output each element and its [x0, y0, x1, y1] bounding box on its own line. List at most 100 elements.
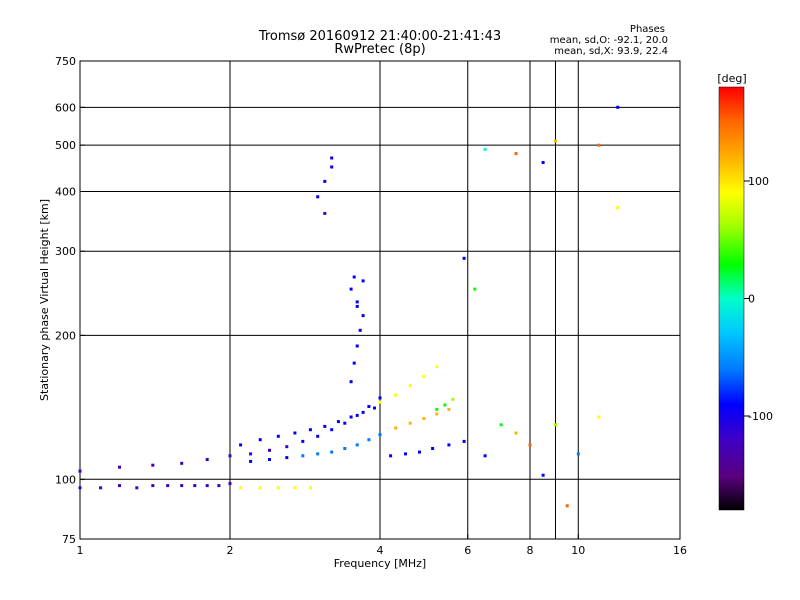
data-point [180, 461, 184, 465]
data-point [301, 454, 305, 458]
data-point [378, 396, 382, 400]
data-point [285, 445, 289, 449]
data-point [323, 424, 327, 428]
data-point [408, 384, 412, 388]
data-point [293, 486, 297, 490]
data-point [541, 473, 545, 477]
data-point [330, 428, 334, 432]
data-point [451, 397, 455, 401]
data-point [514, 152, 518, 156]
y-tick-label: 400 [55, 185, 76, 198]
data-point [330, 450, 334, 454]
y-axis-title: Stationary phase Virtual Height [km] [38, 199, 51, 401]
data-point [349, 380, 353, 384]
data-point [597, 415, 601, 419]
phase-stats-o: mean, sd,O: -92.1, 20.0 [550, 35, 668, 46]
data-point [268, 458, 271, 461]
data-point [205, 458, 209, 461]
grid-lines [80, 61, 680, 539]
data-point [268, 448, 271, 452]
data-point [361, 410, 365, 414]
data-point [435, 407, 439, 411]
x-tick-label: 8 [527, 544, 534, 557]
data-point [352, 361, 356, 365]
data-point [597, 143, 601, 147]
data-point [435, 365, 439, 369]
colorbar-tick-label: -100 [748, 410, 773, 423]
data-point [422, 417, 426, 420]
y-tick-label: 500 [55, 139, 76, 152]
data-point [616, 105, 620, 109]
data-point [447, 443, 451, 447]
data-point [228, 454, 232, 458]
data-point [228, 482, 232, 485]
data-point [330, 165, 334, 169]
colorbar: [deg] 100 0 -100 [717, 72, 773, 511]
data-point [193, 484, 197, 488]
data-point [343, 447, 347, 450]
data-point [323, 179, 327, 183]
colorbar-tick-label: 100 [748, 175, 769, 188]
data-point [293, 431, 297, 435]
data-point [205, 484, 209, 488]
x-tick-label: 1 [77, 544, 84, 557]
data-point [217, 484, 221, 488]
data-point [514, 431, 518, 435]
data-point [355, 443, 359, 447]
chart-title: Tromsø 20160912 21:40:00-21:41:43 [258, 29, 501, 44]
x-tick-label: 6 [464, 544, 471, 557]
data-point [352, 275, 356, 279]
data-point [308, 486, 312, 490]
data-point [249, 452, 253, 456]
data-point [349, 287, 353, 291]
data-point [166, 484, 170, 488]
colorbar-ticks: 100 0 -100 [744, 175, 773, 423]
data-point [431, 447, 435, 450]
data-point [361, 314, 365, 318]
data-point [336, 420, 340, 424]
data-point [408, 421, 412, 425]
data-point [462, 439, 466, 443]
y-tick-label: 100 [55, 473, 76, 486]
data-point [378, 400, 382, 404]
data-point [308, 428, 312, 432]
x-tick-label: 4 [377, 544, 384, 557]
data-point [258, 438, 262, 442]
data-point [373, 406, 376, 410]
x-axis-ticks: 1 2 4 6 8 10 16 [77, 534, 687, 557]
data-point [483, 454, 487, 458]
data-point [422, 375, 426, 379]
y-tick-label: 600 [55, 101, 76, 114]
x-axis-title: Frequency [MHz] [334, 557, 426, 570]
data-point [361, 279, 365, 283]
data-point [239, 486, 243, 490]
y-tick-label: 200 [55, 329, 76, 342]
y-tick-label: 75 [62, 533, 76, 546]
data-point [258, 486, 262, 490]
data-point [135, 486, 139, 490]
data-point [249, 459, 253, 463]
data-point [378, 433, 382, 437]
data-point [462, 256, 466, 260]
data-point [355, 344, 359, 348]
data-point [349, 415, 353, 419]
colorbar-strip [718, 86, 745, 511]
data-point [301, 439, 305, 443]
data-point [276, 434, 280, 438]
data-point [443, 403, 447, 407]
x-tick-label: 10 [571, 544, 585, 557]
x-tick-label: 16 [673, 544, 687, 557]
y-axis-ticks: 75 100 200 300 400 500 600 750 [55, 55, 85, 546]
data-point [616, 206, 620, 210]
data-point [316, 452, 320, 456]
data-point [499, 423, 503, 427]
data-point [151, 484, 155, 488]
data-point [404, 452, 407, 456]
data-point [576, 452, 580, 456]
data-point [78, 486, 82, 490]
data-point [554, 139, 557, 143]
data-point [118, 484, 121, 488]
y-tick-label: 750 [55, 55, 76, 68]
data-point [180, 484, 184, 488]
